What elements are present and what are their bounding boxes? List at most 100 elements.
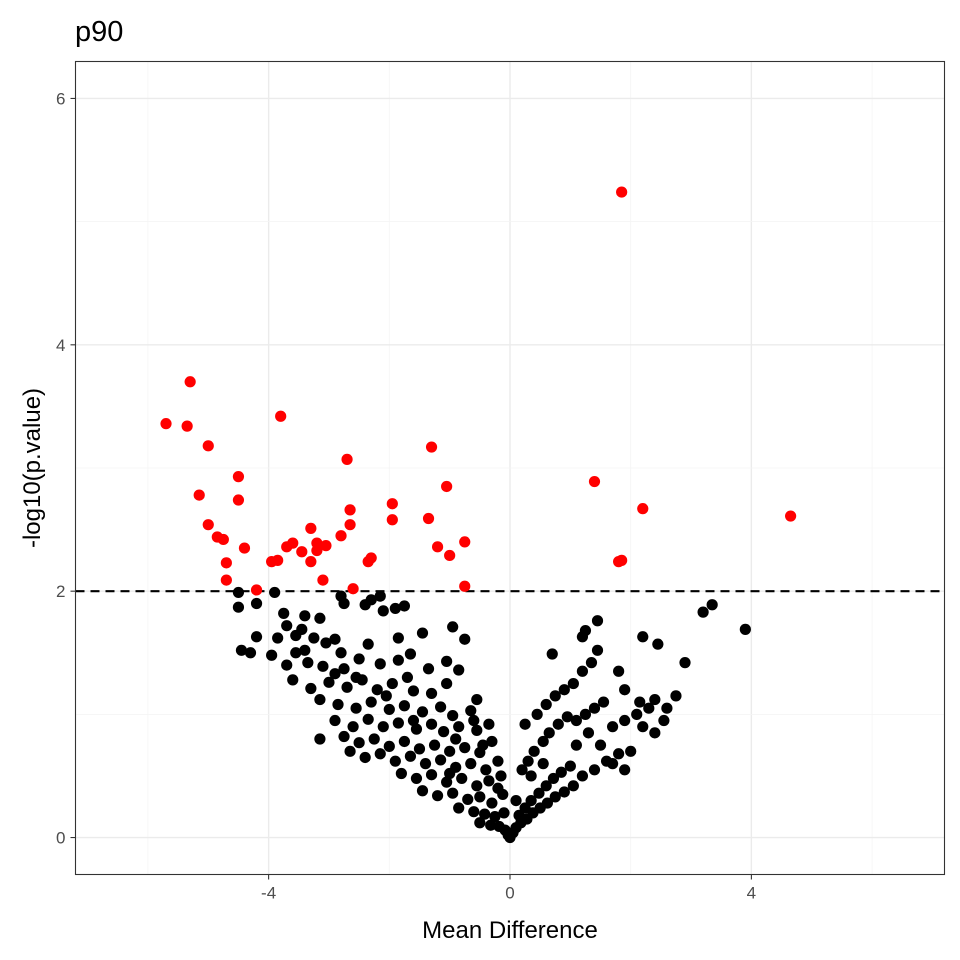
significant-point <box>425 441 438 453</box>
nonsignificant-point <box>594 739 607 751</box>
nonsignificant-point <box>332 698 344 711</box>
nonsignificant-point <box>459 633 471 645</box>
nonsignificant-point <box>338 730 350 743</box>
nonsignificant-point <box>510 794 522 807</box>
nonsignificant-point <box>314 693 326 706</box>
nonsignificant-point <box>525 770 537 782</box>
nonsignificant-point <box>371 684 383 696</box>
plot-title: p90 <box>75 16 123 48</box>
nonsignificant-point <box>549 791 561 803</box>
nonsignificant-point <box>453 721 465 733</box>
nonsignificant-point <box>486 735 498 748</box>
significant-point <box>250 584 263 596</box>
axes: -4 0 4 0 2 4 6 <box>56 89 756 902</box>
nonsignificant-point <box>374 658 386 670</box>
nonsignificant-point <box>368 733 380 745</box>
nonsignificant-point <box>576 665 589 677</box>
nonsignificant-point <box>438 726 450 738</box>
nonsignificant-point <box>519 802 531 814</box>
significant-point <box>616 186 628 198</box>
significant-point <box>459 580 471 592</box>
nonsignificant-point <box>353 737 365 749</box>
nonsignificant-point <box>353 653 365 665</box>
y-axis-title: -log10(p.value) <box>19 388 46 548</box>
nonsignificant-point <box>281 620 293 632</box>
significant-point <box>275 410 287 422</box>
nonsignificant-point <box>485 819 497 831</box>
nonsignificant-point <box>541 797 554 809</box>
nonsignificant-point <box>278 607 290 619</box>
nonsignificant-point <box>441 655 453 667</box>
nonsignificant-point <box>558 786 570 798</box>
nonsignificant-point <box>516 764 528 776</box>
nonsignificant-point <box>401 671 414 684</box>
nonsignificant-point <box>474 791 486 803</box>
nonsignificant-point <box>338 597 350 610</box>
nonsignificant-point <box>658 714 670 727</box>
significant-point <box>202 519 214 531</box>
nonsignificant-point <box>597 696 610 708</box>
nonsignificant-point <box>471 693 483 706</box>
nonsignificant-point <box>444 745 456 757</box>
nonsignificant-point <box>425 769 438 781</box>
nonsignificant-point <box>250 631 263 643</box>
nonsignificant-point <box>272 632 284 644</box>
y-tick-label: 2 <box>56 582 65 601</box>
nonsignificant-point <box>407 685 420 697</box>
nonsignificant-point <box>441 677 453 690</box>
significant-point <box>386 498 398 510</box>
nonsignificant-point <box>299 610 311 622</box>
x-axis-title: Mean Difference <box>422 917 598 944</box>
significant-point <box>335 530 347 542</box>
nonsignificant-point <box>374 748 386 760</box>
significant-point <box>193 489 205 501</box>
x-tick-label: 0 <box>505 884 514 903</box>
nonsignificant-point <box>447 709 459 722</box>
nonsignificant-point <box>591 615 604 627</box>
nonsignificant-point <box>495 770 507 782</box>
nonsignificant-point <box>350 671 362 684</box>
nonsignificant-point <box>634 696 646 708</box>
significant-point <box>281 541 293 553</box>
nonsignificant-point <box>431 790 444 802</box>
nonsignificant-point <box>552 718 564 730</box>
nonsignificant-point <box>643 702 655 714</box>
significant-point <box>344 519 356 531</box>
significant-point <box>347 583 359 595</box>
nonsignificant-point <box>619 684 631 696</box>
nonsignificant-point <box>389 755 401 767</box>
nonsignificant-point <box>519 718 531 730</box>
nonsignificant-point <box>404 648 417 660</box>
nonsignificant-point <box>613 748 625 760</box>
nonsignificant-point <box>468 806 480 818</box>
nonsignificant-point <box>341 681 353 693</box>
nonsignificant-point <box>380 690 392 702</box>
significant-point <box>444 549 456 562</box>
nonsignificant-point <box>407 714 420 727</box>
nonsignificant-point <box>447 787 459 799</box>
nonsignificant-point <box>606 758 619 770</box>
nonsignificant-point <box>410 772 423 785</box>
nonsignificant-point <box>392 632 404 644</box>
nonsignificant-point <box>479 808 491 820</box>
nonsignificant-point <box>416 706 429 718</box>
significant-point <box>220 557 232 569</box>
significant-point <box>217 533 229 546</box>
nonsignificant-point <box>570 739 582 751</box>
nonsignificant-point <box>329 714 341 727</box>
nonsignificant-point <box>410 723 423 735</box>
nonsignificant-point <box>290 629 302 642</box>
nonsignificant-point <box>335 647 347 659</box>
significant-point <box>311 544 323 557</box>
nonsignificant-point <box>649 727 661 739</box>
nonsignificant-point <box>706 599 718 611</box>
significant-point <box>344 504 356 516</box>
nonsignificant-point <box>492 782 504 794</box>
nonsignificant-point <box>471 780 483 792</box>
significant-point <box>305 556 317 568</box>
nonsignificant-point <box>235 644 248 656</box>
significant-point <box>459 536 471 548</box>
nonsignificant-point <box>670 690 682 702</box>
nonsignificant-point <box>344 745 356 757</box>
